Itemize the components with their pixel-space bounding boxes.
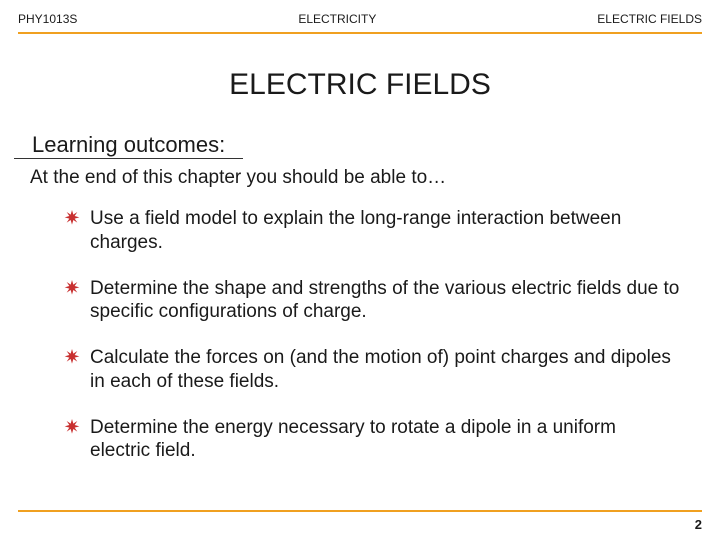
page-number: 2 <box>695 517 702 532</box>
slide-header: PHY1013S ELECTRICITY ELECTRIC FIELDS <box>0 0 720 32</box>
list-item: Use a field model to explain the long-ra… <box>64 207 680 255</box>
bullet-list: Use a field model to explain the long-ra… <box>0 207 720 463</box>
header-left: PHY1013S <box>18 12 77 26</box>
section-heading: Learning outcomes: <box>14 132 243 159</box>
burst-icon <box>64 210 80 226</box>
list-item: Calculate the forces on (and the motion … <box>64 346 680 394</box>
burst-icon <box>64 349 80 365</box>
header-divider <box>18 32 702 34</box>
burst-icon <box>64 419 80 435</box>
list-item: Determine the shape and strengths of the… <box>64 277 680 325</box>
burst-icon <box>64 280 80 296</box>
list-item-text: Determine the energy necessary to rotate… <box>90 417 616 462</box>
list-item-text: Use a field model to explain the long-ra… <box>90 208 621 253</box>
header-center: ELECTRICITY <box>298 12 376 26</box>
list-item: Determine the energy necessary to rotate… <box>64 416 680 464</box>
slide-title: ELECTRIC FIELDS <box>0 68 720 102</box>
footer-divider <box>18 510 702 512</box>
list-item-text: Calculate the forces on (and the motion … <box>90 347 671 392</box>
list-item-text: Determine the shape and strengths of the… <box>90 278 679 323</box>
intro-text: At the end of this chapter you should be… <box>0 167 720 189</box>
header-right: ELECTRIC FIELDS <box>597 12 702 26</box>
